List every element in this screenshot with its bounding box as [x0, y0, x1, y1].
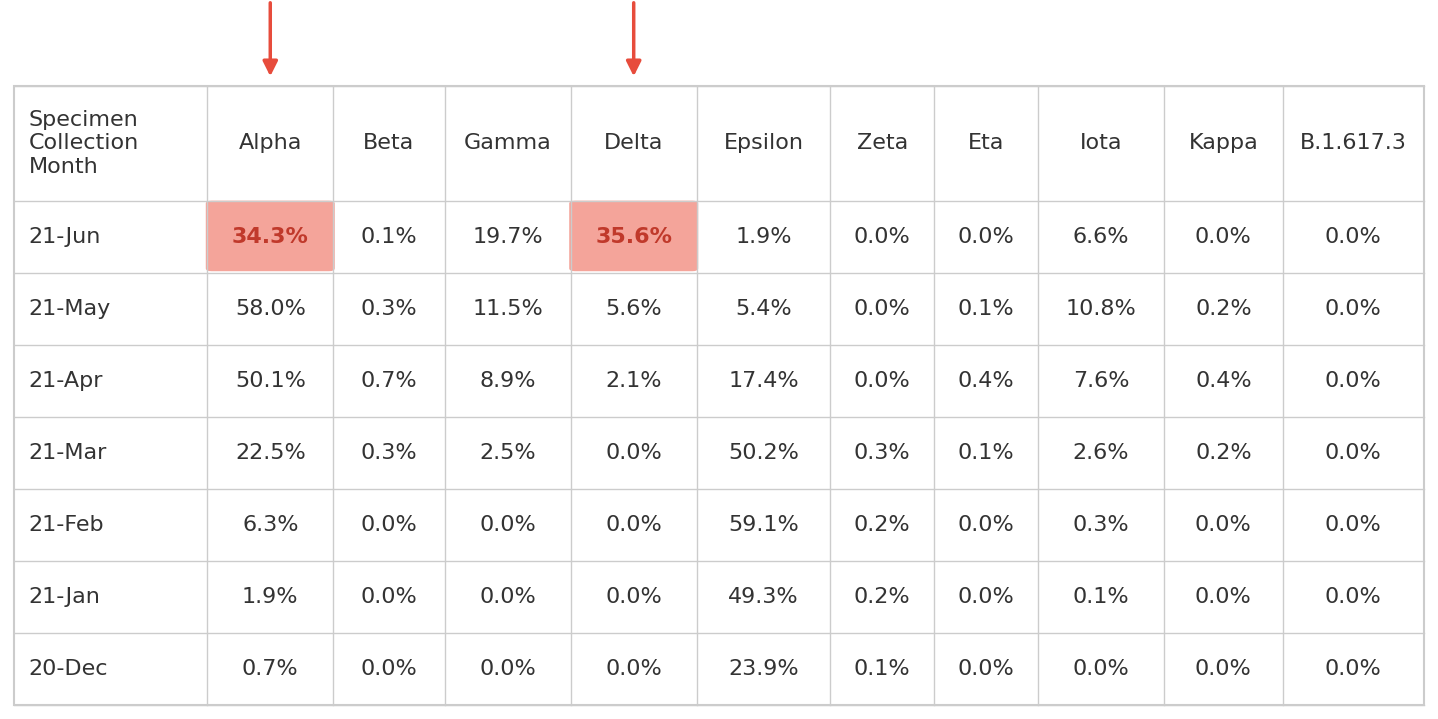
Text: 0.0%: 0.0%: [1324, 371, 1382, 390]
Text: 0.0%: 0.0%: [605, 587, 661, 607]
Text: 0.0%: 0.0%: [605, 659, 661, 679]
Text: 0.4%: 0.4%: [958, 371, 1014, 390]
Text: 0.0%: 0.0%: [361, 515, 417, 535]
Text: 5.4%: 5.4%: [735, 298, 792, 319]
Text: 0.0%: 0.0%: [958, 515, 1014, 535]
Text: 0.0%: 0.0%: [361, 587, 417, 607]
Text: 20-Dec: 20-Dec: [29, 659, 108, 679]
Text: 0.0%: 0.0%: [1073, 659, 1129, 679]
Text: 34.3%: 34.3%: [232, 226, 309, 247]
Text: 1.9%: 1.9%: [242, 587, 299, 607]
Text: 2.1%: 2.1%: [605, 371, 661, 390]
Text: 58.0%: 58.0%: [234, 298, 306, 319]
Text: 0.4%: 0.4%: [1195, 371, 1251, 390]
Bar: [14, 86, 1424, 705]
Text: 50.1%: 50.1%: [234, 371, 306, 390]
Text: 5.6%: 5.6%: [605, 298, 661, 319]
Text: 21-Feb: 21-Feb: [29, 515, 105, 535]
Text: 0.0%: 0.0%: [1324, 443, 1382, 462]
Text: 0.7%: 0.7%: [242, 659, 299, 679]
Text: Alpha: Alpha: [239, 134, 302, 153]
Text: 0.0%: 0.0%: [854, 226, 910, 247]
Text: 0.0%: 0.0%: [958, 226, 1014, 247]
Text: 0.2%: 0.2%: [854, 587, 910, 607]
Text: 0.3%: 0.3%: [361, 443, 417, 462]
Text: B.1.617.3: B.1.617.3: [1300, 134, 1406, 153]
Text: 6.6%: 6.6%: [1073, 226, 1129, 247]
Text: 6.3%: 6.3%: [242, 515, 299, 535]
Text: 2.5%: 2.5%: [479, 443, 536, 462]
Text: 22.5%: 22.5%: [234, 443, 306, 462]
Text: 0.0%: 0.0%: [1324, 226, 1382, 247]
Text: 50.2%: 50.2%: [728, 443, 800, 462]
Text: 0.0%: 0.0%: [1195, 515, 1251, 535]
Text: 0.2%: 0.2%: [1195, 443, 1251, 462]
Text: 35.6%: 35.6%: [595, 226, 672, 247]
Text: 59.1%: 59.1%: [728, 515, 800, 535]
Text: 10.8%: 10.8%: [1066, 298, 1136, 319]
Text: 0.2%: 0.2%: [1195, 298, 1251, 319]
Text: Iota: Iota: [1080, 134, 1122, 153]
Text: 0.0%: 0.0%: [1195, 587, 1251, 607]
FancyBboxPatch shape: [569, 201, 699, 271]
Text: 21-Jun: 21-Jun: [29, 226, 101, 247]
Text: 0.0%: 0.0%: [1195, 659, 1251, 679]
Text: 0.0%: 0.0%: [1195, 226, 1251, 247]
Text: Kappa: Kappa: [1188, 134, 1258, 153]
Text: 0.0%: 0.0%: [479, 587, 536, 607]
Text: 0.0%: 0.0%: [479, 659, 536, 679]
Text: 0.0%: 0.0%: [479, 515, 536, 535]
Text: Gamma: Gamma: [463, 134, 552, 153]
Text: Beta: Beta: [364, 134, 414, 153]
Text: 0.0%: 0.0%: [958, 587, 1014, 607]
Text: 23.9%: 23.9%: [728, 659, 800, 679]
Text: 0.0%: 0.0%: [605, 443, 661, 462]
Text: 0.1%: 0.1%: [958, 443, 1014, 462]
Text: 11.5%: 11.5%: [472, 298, 544, 319]
Text: 0.1%: 0.1%: [361, 226, 417, 247]
Text: 0.1%: 0.1%: [854, 659, 910, 679]
Text: Zeta: Zeta: [857, 134, 907, 153]
Text: 0.3%: 0.3%: [1073, 515, 1129, 535]
Text: 1.9%: 1.9%: [735, 226, 792, 247]
Text: 49.3%: 49.3%: [728, 587, 800, 607]
Text: 8.9%: 8.9%: [479, 371, 536, 390]
Text: 0.0%: 0.0%: [605, 515, 661, 535]
Text: 21-May: 21-May: [29, 298, 111, 319]
Text: Specimen
Collection
Month: Specimen Collection Month: [29, 110, 139, 177]
Text: 0.2%: 0.2%: [854, 515, 910, 535]
Text: 0.3%: 0.3%: [361, 298, 417, 319]
Text: 0.0%: 0.0%: [361, 659, 417, 679]
Text: Epsilon: Epsilon: [723, 134, 804, 153]
Text: 0.0%: 0.0%: [1324, 515, 1382, 535]
Text: 7.6%: 7.6%: [1073, 371, 1129, 390]
Text: 0.0%: 0.0%: [854, 298, 910, 319]
Text: 21-Mar: 21-Mar: [29, 443, 108, 462]
Text: 0.0%: 0.0%: [854, 371, 910, 390]
Text: Delta: Delta: [604, 134, 663, 153]
FancyBboxPatch shape: [206, 201, 335, 271]
Text: 0.0%: 0.0%: [1324, 659, 1382, 679]
Text: 0.1%: 0.1%: [1073, 587, 1129, 607]
Text: 19.7%: 19.7%: [472, 226, 544, 247]
Text: 0.0%: 0.0%: [1324, 587, 1382, 607]
Text: 21-Apr: 21-Apr: [29, 371, 104, 390]
Text: Eta: Eta: [968, 134, 1004, 153]
Text: 2.6%: 2.6%: [1073, 443, 1129, 462]
Text: 0.0%: 0.0%: [958, 659, 1014, 679]
Text: 17.4%: 17.4%: [728, 371, 800, 390]
Text: 0.0%: 0.0%: [1324, 298, 1382, 319]
Text: 0.1%: 0.1%: [958, 298, 1014, 319]
Text: 0.7%: 0.7%: [361, 371, 417, 390]
Text: 21-Jan: 21-Jan: [29, 587, 101, 607]
Text: 0.3%: 0.3%: [854, 443, 910, 462]
